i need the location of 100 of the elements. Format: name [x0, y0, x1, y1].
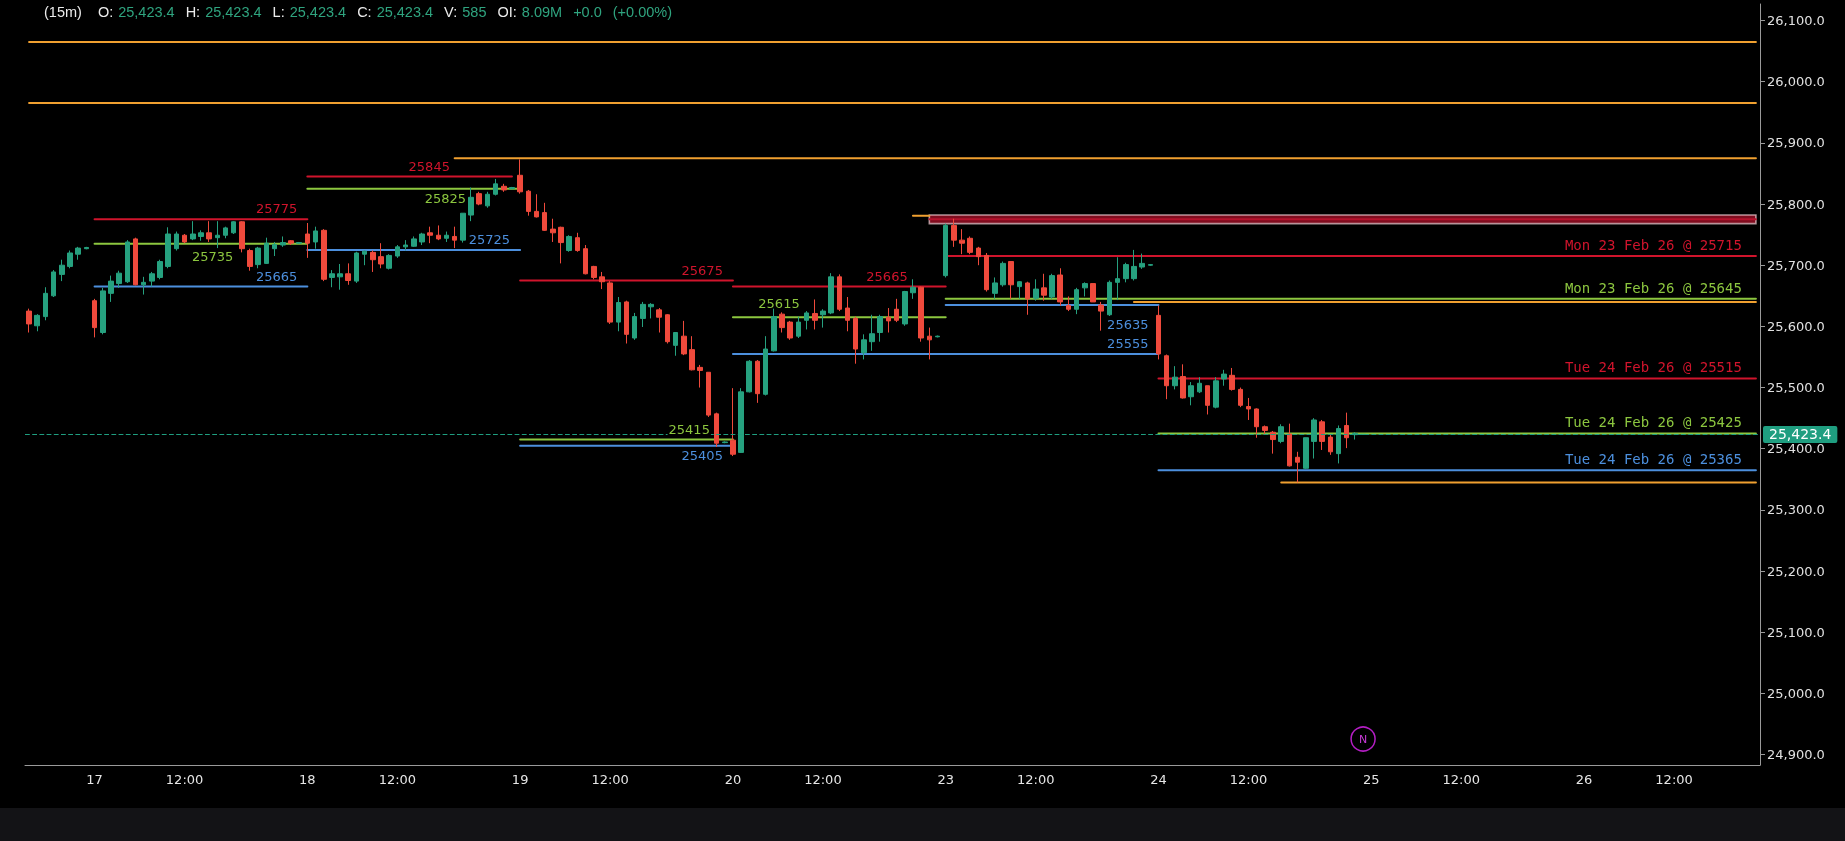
candlestick — [1139, 253, 1145, 270]
candlestick — [992, 276, 998, 300]
candlestick — [1303, 437, 1309, 470]
candlestick — [67, 250, 73, 269]
candlestick — [1148, 263, 1153, 267]
candlestick — [1229, 367, 1235, 392]
candlestick — [436, 224, 441, 241]
candlestick — [697, 364, 703, 389]
candlestick — [1057, 267, 1063, 307]
series-label: 25665 — [255, 268, 298, 284]
candlestick — [395, 244, 400, 259]
candlestick — [796, 316, 801, 339]
x-tick-label: 12:00 — [1016, 772, 1055, 787]
candlestick — [1164, 354, 1169, 400]
series-label: 25735 — [191, 248, 234, 264]
candlestick — [370, 250, 376, 273]
candlestick — [1017, 280, 1022, 300]
candlestick — [116, 270, 122, 289]
series-label: Mon 23 Feb 26 @ 25715 — [1564, 237, 1742, 254]
candlestick — [1205, 385, 1210, 415]
candlestick — [763, 335, 768, 397]
candlestick — [967, 235, 973, 255]
candlestick — [1344, 412, 1349, 449]
candlestick — [861, 333, 867, 360]
candlestick — [591, 265, 597, 280]
y-tick-label: 25,900.0 — [1767, 135, 1825, 151]
candlestick — [345, 262, 351, 286]
series-label: 25825 — [424, 190, 467, 206]
candlestick — [1180, 363, 1186, 400]
candlestick — [689, 335, 695, 371]
y-tick-label: 25,700.0 — [1767, 257, 1825, 273]
candlestick — [828, 272, 834, 315]
candlestick — [133, 237, 138, 286]
chart-title: (15m) — [44, 4, 82, 20]
candlestick — [34, 313, 40, 332]
candlestick — [1246, 397, 1251, 421]
candlestick — [1008, 261, 1014, 300]
x-tick-label: 12:00 — [1442, 772, 1481, 787]
candlestick — [869, 314, 875, 352]
candlestick — [1098, 301, 1104, 332]
candlestick — [452, 226, 457, 249]
candlestick — [108, 275, 114, 303]
candlestick — [288, 239, 294, 246]
candlestick — [362, 250, 367, 266]
x-tick-label: 20 — [724, 772, 742, 787]
candlestick — [1188, 381, 1194, 406]
text: O: 25,423.4 H: 25,423.4 L: 25,423.4 C: 25,423.4 V: 585 OI: 8.09M +0.0 (+0.00%) — [97, 4, 672, 20]
candlestick — [509, 186, 515, 190]
candlestick — [1123, 262, 1129, 283]
candlestick — [1172, 365, 1178, 390]
candlestick — [706, 371, 711, 418]
candlestick — [239, 220, 245, 253]
candlestick — [746, 359, 752, 393]
candlestick — [182, 233, 187, 244]
candlestick — [656, 307, 662, 333]
candlestick — [927, 327, 932, 360]
candlestick — [534, 193, 539, 218]
candlestick — [1270, 430, 1276, 455]
candlestick — [247, 248, 253, 272]
candlestick — [43, 286, 48, 321]
candlestick — [198, 229, 204, 242]
candlestick — [1000, 261, 1006, 288]
ref-line-label: 25,423.4 — [1769, 426, 1832, 443]
candlestick — [583, 244, 588, 275]
candlestick — [1049, 273, 1055, 300]
candlestick — [984, 252, 989, 293]
y-tick-label: 25,600.0 — [1767, 318, 1825, 334]
candlestick — [1115, 256, 1120, 301]
candlestick — [165, 226, 171, 269]
candlestick — [804, 310, 809, 330]
candlestick — [280, 235, 286, 248]
x-tick-label: 12:00 — [165, 772, 204, 787]
candlestick — [1066, 295, 1071, 312]
candlestick — [542, 202, 547, 232]
candlestick — [722, 440, 728, 444]
candlestick — [255, 246, 261, 269]
x-tick-label: 12:00 — [804, 772, 842, 787]
candlestick — [681, 320, 687, 356]
candlestick — [149, 271, 155, 288]
x-tick-label: 26 — [1575, 772, 1593, 787]
candlestick — [632, 312, 637, 341]
y-tick-label: 25,400.0 — [1767, 441, 1825, 457]
series-label: 25665 — [866, 268, 908, 284]
candlestick — [296, 241, 302, 245]
candlestick — [714, 412, 719, 448]
candlestick — [272, 241, 277, 257]
candlestick — [1197, 376, 1202, 394]
series-label: 25675 — [681, 262, 723, 278]
candlestick — [730, 387, 736, 457]
candlestick — [550, 218, 556, 243]
candlestick — [354, 251, 359, 284]
candlestick — [231, 220, 236, 235]
candlestick — [812, 298, 818, 330]
candlestick — [910, 278, 916, 300]
candlestick — [206, 220, 212, 243]
candlestick — [264, 237, 269, 265]
y-tick-label: 24,900.0 — [1767, 747, 1825, 763]
x-tick-label: 12:00 — [591, 772, 629, 787]
candlestick — [1107, 280, 1112, 317]
candlestick — [894, 298, 899, 323]
